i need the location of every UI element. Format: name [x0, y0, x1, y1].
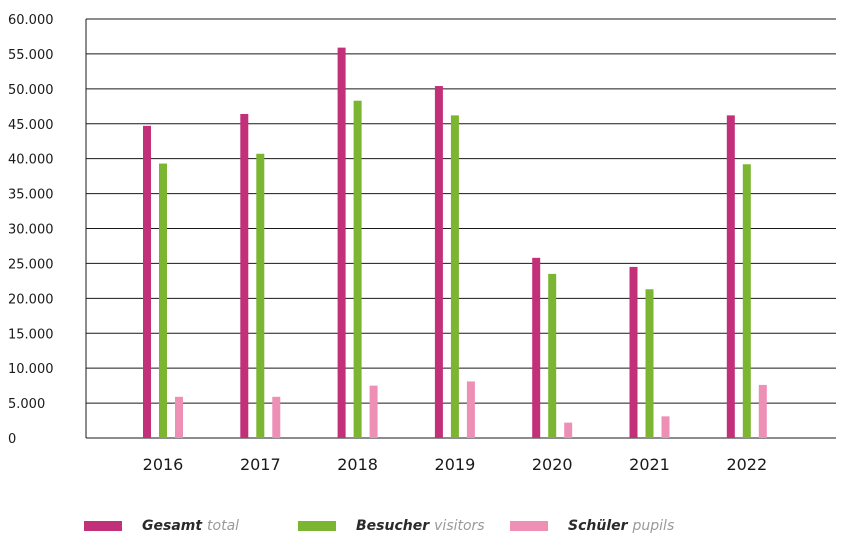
gridlines: [85, 18, 836, 439]
legend-item-gesamt: Gesamt total: [84, 518, 239, 534]
legend-label-pupils: pupils: [632, 518, 675, 534]
bar-pupils-2018: [369, 385, 378, 438]
y-tick-label: 45.000: [8, 118, 54, 133]
bar-pupils-2021: [661, 416, 670, 438]
x-tick-label: 2016: [143, 455, 184, 474]
bar-visitors-2019: [450, 115, 459, 439]
bar-total-2020: [532, 257, 541, 438]
y-tick-label: 25.000: [8, 257, 54, 272]
y-tick-label: 20.000: [8, 292, 54, 307]
bar-total-2017: [240, 113, 249, 439]
y-tick-label: 0: [8, 432, 16, 447]
y-axis-tick-labels: 0 5.000 10.000 15.000 20.000 25.000 30.000 35.0…: [8, 13, 54, 447]
bar-total-2021: [629, 266, 638, 438]
x-tick-label: 2021: [629, 455, 670, 474]
legend-label-besucher: Besucher: [356, 518, 430, 534]
legend-item-schueler: Schüler pupils: [510, 518, 674, 534]
y-tick-label: 35.000: [8, 188, 54, 203]
y-tick-label: 5.000: [8, 397, 45, 412]
y-tick-label: 50.000: [8, 83, 54, 98]
legend-label-gesamt: Gesamt: [142, 518, 203, 534]
legend-label-visitors: visitors: [434, 518, 485, 534]
y-tick-label: 60.000: [8, 13, 54, 28]
legend-swatch-gesamt: [84, 521, 122, 531]
legend-label-schueler: Schüler: [568, 518, 628, 534]
legend-item-besucher: Besucher visitors: [298, 518, 485, 534]
bar-visitors-2020: [548, 273, 557, 438]
x-tick-label: 2022: [726, 455, 767, 474]
chart: 0 5.000 10.000 15.000 20.000 25.000 30.000 35.0…: [8, 13, 836, 474]
y-tick-label: 30.000: [8, 223, 54, 238]
bar-visitors-2016: [159, 163, 167, 438]
bar-total-2016: [143, 125, 151, 438]
bar-visitors-2022: [742, 164, 751, 438]
y-tick-label: 40.000: [8, 153, 54, 168]
bar-visitors-2021: [645, 289, 654, 438]
bar-pupils-2019: [466, 381, 475, 438]
bar-total-2019: [434, 86, 443, 438]
bars: [143, 47, 767, 439]
x-axis-tick-labels: 2016 2017 2018 2019 2020 2021 2022: [143, 455, 768, 474]
bar-visitors-2017: [256, 153, 265, 439]
x-tick-label: 2018: [337, 455, 378, 474]
y-tick-label: 55.000: [8, 48, 54, 63]
bar-total-2022: [726, 115, 735, 439]
legend-swatch-besucher: [298, 521, 336, 531]
x-tick-label: 2017: [240, 455, 281, 474]
bar-visitors-2018: [353, 100, 362, 438]
bar-total-2018: [337, 47, 346, 439]
bar-pupils-2017: [272, 396, 281, 438]
bar-pupils-2020: [564, 422, 573, 438]
y-tick-label: 10.000: [8, 362, 54, 377]
x-tick-label: 2020: [532, 455, 573, 474]
legend-label-total: total: [207, 518, 240, 534]
bar-pupils-2022: [758, 384, 767, 438]
y-tick-label: 15.000: [8, 327, 54, 342]
bar-pupils-2016: [175, 396, 183, 438]
x-tick-label: 2019: [435, 455, 476, 474]
legend: Gesamt total Besucher visitors Schüler p…: [0, 518, 847, 538]
legend-swatch-schueler: [510, 521, 548, 531]
